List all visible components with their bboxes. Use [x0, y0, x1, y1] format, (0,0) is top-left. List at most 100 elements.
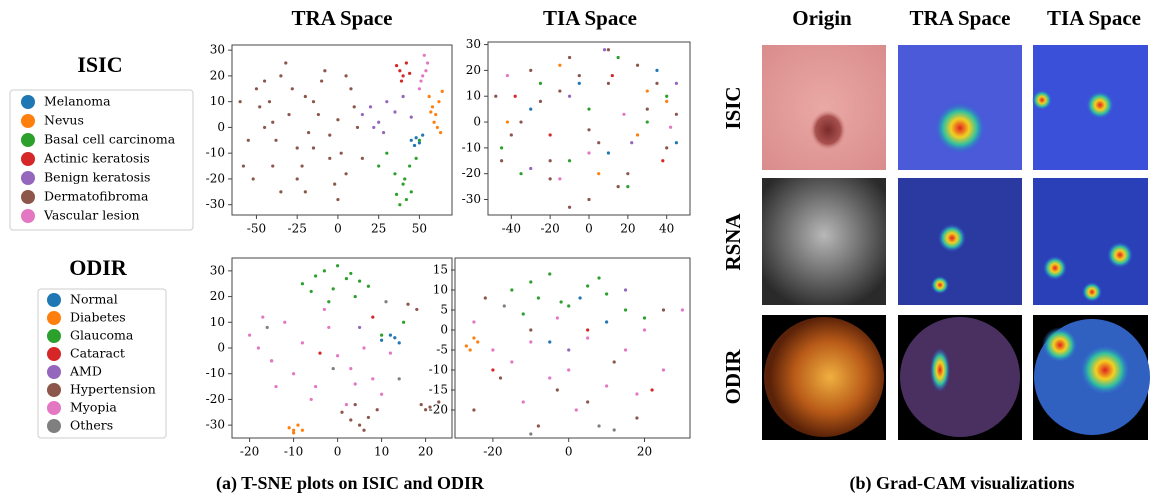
image: [762, 45, 886, 170]
y-tick-label: 30: [466, 37, 481, 51]
point: [439, 131, 442, 134]
point: [613, 428, 616, 431]
image-detail: [934, 102, 986, 154]
y-tick-label: 5: [440, 303, 448, 317]
point: [292, 372, 295, 375]
point: [268, 100, 271, 103]
legend-label: Benign keratosis: [44, 170, 150, 185]
y-tick-label: 10: [210, 94, 225, 108]
point: [522, 312, 525, 315]
point: [436, 126, 439, 129]
point: [539, 82, 542, 85]
point: [424, 408, 427, 411]
point: [635, 392, 638, 395]
point: [258, 105, 261, 108]
point: [398, 341, 401, 344]
point: [362, 346, 365, 349]
point: [405, 198, 408, 201]
point: [578, 74, 581, 77]
x-tick-label: 10: [374, 445, 389, 459]
point: [617, 185, 620, 188]
y-tick-label: 0: [473, 115, 481, 129]
point: [510, 288, 513, 291]
point: [650, 388, 653, 391]
legend-marker: [47, 347, 61, 361]
legend-title: ODIR: [69, 255, 128, 280]
point: [665, 100, 668, 103]
row-header: ODIR: [721, 349, 745, 405]
point: [655, 82, 658, 85]
y-tick-label: -30: [462, 192, 481, 206]
legend-label: Actinic keratosis: [43, 151, 150, 166]
point: [681, 308, 684, 311]
point: [349, 418, 352, 421]
point: [597, 276, 600, 279]
point: [617, 56, 620, 59]
point: [310, 398, 313, 401]
y-tick-label: -30: [206, 418, 225, 432]
point: [358, 280, 361, 283]
point: [405, 61, 408, 64]
point: [408, 164, 411, 167]
point: [662, 308, 665, 311]
point: [529, 280, 532, 283]
point: [323, 308, 326, 311]
point: [377, 121, 380, 124]
point: [242, 164, 245, 167]
point: [301, 282, 304, 285]
point: [261, 316, 264, 319]
x-tick-label: 0: [334, 445, 342, 459]
point: [367, 285, 370, 288]
y-tick-label: 10: [210, 315, 225, 329]
legend-label: Melanoma: [44, 94, 111, 109]
point: [354, 382, 357, 385]
figure: ISIC ODIR TRA Space TIA Space (a) T-SNE …: [0, 0, 1152, 497]
point: [340, 152, 343, 155]
point: [465, 344, 468, 347]
point: [646, 89, 649, 92]
x-tick-label: 0: [565, 445, 573, 459]
point: [323, 69, 326, 72]
legend-label: Myopia: [70, 400, 117, 415]
legend-marker: [47, 401, 61, 415]
point: [307, 131, 310, 134]
point: [476, 340, 479, 343]
x-tick-label: -25: [288, 222, 307, 236]
point: [266, 326, 269, 329]
point: [271, 121, 274, 124]
point: [624, 288, 627, 291]
point: [398, 377, 401, 380]
point: [611, 74, 614, 77]
point: [317, 113, 320, 116]
point: [661, 159, 664, 162]
point: [371, 316, 374, 319]
point: [560, 300, 563, 303]
point: [472, 408, 475, 411]
point: [469, 348, 472, 351]
point: [519, 120, 522, 123]
x-tick-label: -50: [247, 222, 266, 236]
y-tick-label: 0: [217, 120, 225, 134]
point: [424, 69, 427, 72]
point: [263, 79, 266, 82]
y-tick-label: 30: [210, 263, 225, 277]
point: [393, 172, 396, 175]
point: [395, 193, 398, 196]
x-tick-label: 20: [620, 222, 635, 236]
point: [586, 328, 589, 331]
point: [567, 348, 570, 351]
point: [655, 69, 658, 72]
x-tick-label: 40: [659, 222, 674, 236]
point: [586, 284, 589, 287]
y-tick-label: 0: [440, 323, 448, 337]
y-tick-label: -20: [429, 403, 448, 417]
point: [372, 126, 375, 129]
point: [558, 89, 561, 92]
point: [529, 108, 532, 111]
x-tick-label: -10: [284, 445, 303, 459]
legend-label: Diabetes: [70, 310, 126, 325]
legend-marker: [47, 383, 61, 397]
y-tick-label: 10: [466, 89, 481, 103]
point: [296, 146, 299, 149]
point: [252, 177, 255, 180]
